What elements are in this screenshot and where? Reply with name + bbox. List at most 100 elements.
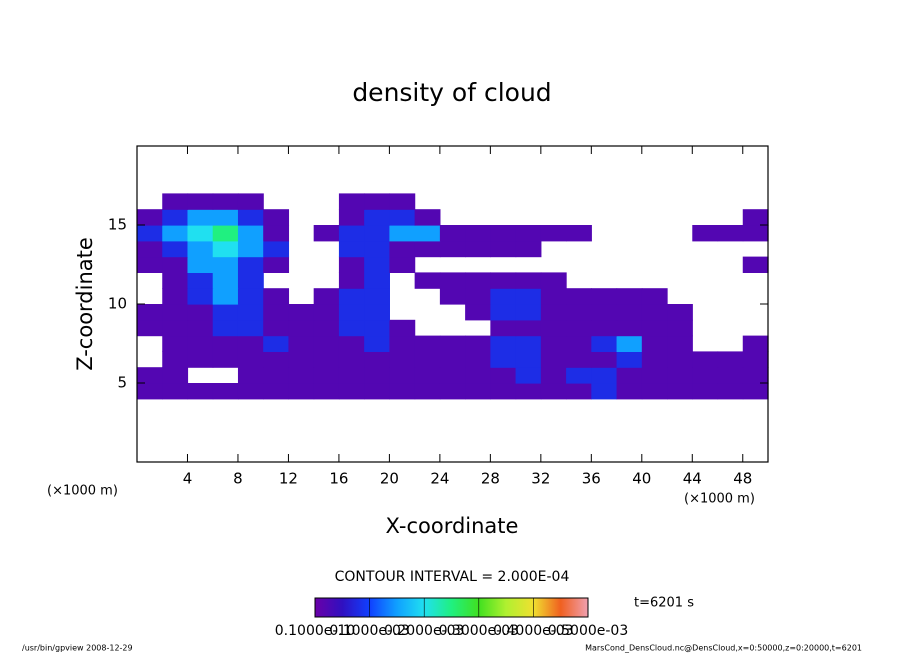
contour-cell	[364, 240, 390, 258]
contour-cell	[237, 304, 264, 321]
contour-cell	[490, 304, 517, 321]
contour-cell	[641, 319, 668, 337]
contour-cell	[743, 320, 769, 336]
contour-cell	[338, 304, 365, 321]
contour-cell	[439, 240, 466, 258]
contour-cell	[288, 241, 314, 257]
contour-cell	[566, 304, 592, 321]
contour-cell	[439, 335, 466, 352]
contour-cell	[187, 383, 214, 400]
contour-cell	[591, 304, 618, 321]
contour-cell	[718, 241, 744, 257]
contour-cell	[288, 272, 314, 288]
contour-cell	[642, 241, 668, 257]
colorbar-tick-label: 0.3000e-03	[439, 623, 519, 639]
contour-cell	[465, 335, 491, 352]
contour-cell	[515, 319, 542, 337]
colorbar-tick-label: 0.5000e-03	[548, 623, 628, 639]
contour-cell	[389, 288, 415, 304]
contour-cell	[692, 288, 718, 304]
contour-cell	[718, 257, 744, 273]
contour-cell	[389, 209, 416, 226]
contour-cell	[212, 351, 239, 368]
contour-cell	[364, 288, 390, 305]
contour-cell	[717, 351, 744, 368]
contour-cell	[338, 193, 365, 210]
contour-cell	[137, 225, 163, 242]
contour-cell	[591, 319, 618, 337]
contour-cell	[137, 288, 163, 304]
contour-cell	[516, 257, 542, 273]
contour-cell	[465, 351, 491, 368]
contour-cell	[237, 319, 264, 337]
contour-cell	[162, 367, 189, 384]
contour-cell	[137, 336, 163, 352]
contour-cell	[263, 383, 290, 400]
contour-cell	[566, 241, 592, 257]
contour-cell	[591, 193, 617, 209]
contour-cell	[338, 319, 365, 337]
contour-cell	[641, 351, 668, 368]
contour-cell	[162, 383, 189, 400]
contour-cell	[288, 335, 315, 352]
contour-cell	[591, 257, 617, 273]
contour-cell	[212, 256, 239, 273]
chart-title: density of cloud	[352, 78, 551, 107]
contour-cell	[212, 383, 239, 400]
contour-cell	[718, 336, 744, 352]
x-tick-label: 12	[279, 470, 298, 488]
contour-cell	[187, 335, 214, 352]
contour-cell	[212, 272, 239, 289]
x-tick-label: 4	[183, 470, 193, 488]
contour-cell	[515, 304, 542, 321]
contour-cell	[187, 193, 214, 210]
contour-cell	[415, 193, 441, 209]
x-tick-label: 40	[632, 470, 651, 488]
contour-cell	[364, 351, 390, 368]
contour-cell	[667, 367, 693, 384]
contour-cell	[137, 193, 163, 209]
contour-cell	[338, 367, 365, 384]
contour-cell	[389, 304, 415, 320]
contour-cell	[617, 193, 643, 209]
contour-cell	[137, 383, 163, 400]
x-tick-label: 24	[430, 470, 449, 488]
contour-cell	[541, 193, 567, 209]
contour-cell	[288, 257, 314, 273]
contour-cell	[742, 367, 769, 384]
contour-cell	[389, 367, 416, 384]
contour-cell	[540, 351, 567, 368]
contour-cell	[465, 193, 491, 209]
contour-cell	[137, 319, 163, 337]
contour-cell	[717, 383, 744, 400]
contour-cell	[616, 288, 643, 305]
contour-cell	[465, 320, 491, 336]
contour-cell	[667, 335, 693, 352]
x-tick-label: 28	[481, 470, 500, 488]
contour-cell	[465, 288, 491, 305]
contour-cell	[515, 335, 542, 352]
contour-cell	[187, 351, 214, 368]
contour-cell	[187, 288, 214, 305]
contour-cell	[667, 304, 693, 321]
contour-cell	[591, 241, 617, 257]
contour-cell	[515, 288, 542, 305]
contour-cell	[667, 351, 693, 368]
contour-cell	[364, 193, 390, 210]
contour-cell	[515, 367, 542, 384]
contour-cell	[641, 383, 668, 400]
contour-cell	[237, 335, 264, 352]
contour-cell	[490, 209, 516, 225]
contour-cell	[338, 335, 365, 352]
contour-cell	[137, 209, 163, 226]
contour-cell	[137, 304, 163, 321]
contour-cell	[389, 225, 416, 242]
contour-cell	[692, 241, 718, 257]
contour-cell	[667, 257, 693, 273]
contour-cell	[288, 383, 315, 400]
colorbar-tick-label: 0.1000e-10	[275, 623, 355, 639]
contour-cell	[692, 351, 719, 368]
contour-cell	[288, 304, 315, 321]
contour-cell	[642, 257, 668, 273]
contour-cell	[137, 272, 163, 288]
